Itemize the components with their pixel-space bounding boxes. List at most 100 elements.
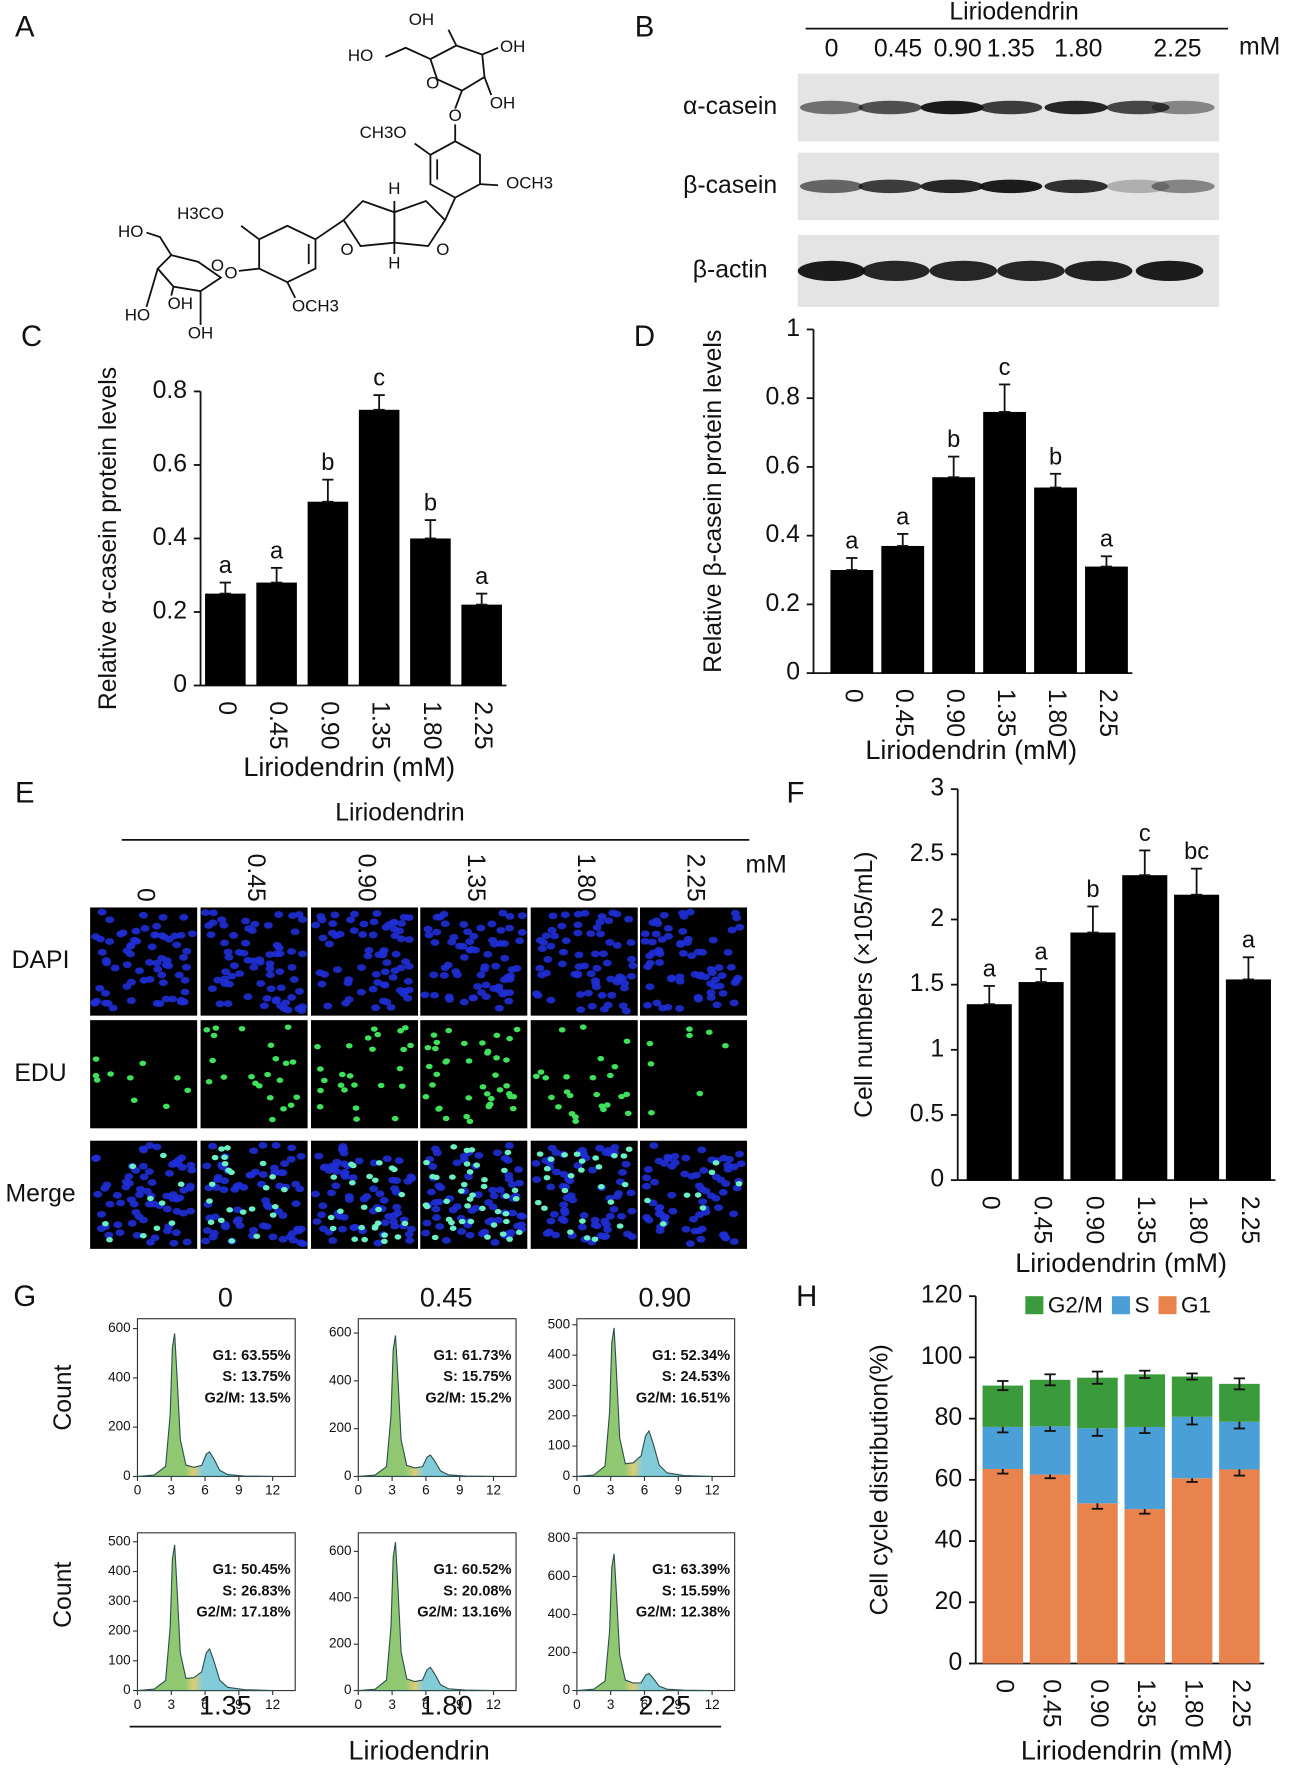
nucleus [297, 916, 307, 923]
nucleus [147, 1179, 157, 1186]
nucleus [717, 972, 727, 980]
nucleus [176, 998, 186, 1006]
nucleus [213, 976, 223, 984]
legend-swatch [1111, 1296, 1130, 1315]
edu-nucleus [364, 1035, 372, 1041]
nucleus [537, 945, 547, 952]
bar [1122, 875, 1168, 1181]
phase-annotation: G2/M: 12.38% [636, 1605, 730, 1621]
nucleus [382, 959, 392, 967]
edu-nucleus [686, 1032, 693, 1039]
edu-nucleus [228, 1238, 236, 1244]
edu-nucleus [329, 1225, 337, 1232]
edu-nucleus [221, 1154, 229, 1160]
bond [240, 225, 260, 241]
nucleus [168, 995, 178, 1003]
edu-nucleus [431, 1234, 439, 1241]
nucleus [586, 970, 596, 978]
histogram-area [358, 1335, 494, 1478]
edu-nucleus [547, 1156, 555, 1162]
edu-nucleus [572, 1114, 579, 1120]
nucleus [202, 1227, 212, 1234]
nucleus [101, 989, 111, 997]
nucleus [405, 1236, 415, 1244]
nucleus [655, 1203, 665, 1211]
nucleus [139, 1173, 149, 1181]
edu-nucleus [269, 1174, 276, 1180]
x-axis-label: Liriodendrin (mM) [1015, 1248, 1227, 1278]
nucleus [599, 950, 609, 958]
nucleus [171, 1229, 181, 1237]
x-tick-label: 2.25 [1236, 1196, 1263, 1244]
nucleus [390, 1222, 400, 1230]
nucleus [604, 917, 614, 925]
edu-nucleus [184, 1087, 192, 1094]
nucleus [177, 1154, 187, 1162]
nucleus [640, 938, 650, 945]
nucleus [681, 1154, 691, 1162]
nucleus [289, 976, 299, 983]
nucleus [395, 986, 405, 994]
panel-label: A [15, 10, 35, 43]
nucleus [208, 919, 218, 927]
atom-label: H [388, 179, 400, 198]
edu-nucleus [139, 1233, 147, 1239]
edu-nucleus [391, 1115, 399, 1122]
edu-nucleus [611, 1063, 619, 1070]
nucleus [224, 953, 234, 961]
edu-nucleus [336, 1208, 344, 1214]
nucleus [621, 1160, 631, 1168]
bond [170, 286, 175, 296]
y-axis-label: Cell numbers (×105/mL) [851, 851, 878, 1117]
nucleus [445, 996, 455, 1003]
bar-segment [1219, 1469, 1260, 1664]
atom-label: OH [188, 323, 213, 342]
y-tick-label: 600 [329, 1325, 352, 1340]
y-tick-label: 600 [108, 1320, 131, 1335]
blot-band [1044, 179, 1108, 194]
edu-nucleus [374, 1220, 382, 1226]
nucleus [430, 1145, 440, 1153]
legend-label: G1 [1181, 1292, 1211, 1317]
edu-nucleus [126, 1075, 134, 1081]
blot-row-label: β-casein [683, 172, 777, 199]
atom-label: CH3O [360, 123, 407, 142]
y-axis-label: Cell cycle distribution(%) [867, 1344, 894, 1615]
edu-nucleus [381, 1232, 388, 1238]
nucleus [263, 922, 273, 929]
edu-nucleus [375, 1206, 382, 1213]
micrograph [530, 1020, 638, 1129]
nucleus [586, 930, 596, 938]
edu-nucleus [597, 1183, 605, 1190]
edu-nucleus [221, 1161, 229, 1167]
nucleus [330, 911, 340, 919]
nucleus [698, 948, 708, 956]
nucleus [404, 914, 414, 921]
nucleus [390, 1185, 400, 1193]
edu-nucleus [448, 1219, 455, 1226]
edu-nucleus [618, 1093, 625, 1100]
nucleus [685, 1240, 695, 1247]
lane-label: 2.25 [1153, 36, 1201, 63]
edu-nucleus [696, 1090, 704, 1097]
phase-annotation: G1: 52.34% [652, 1348, 730, 1364]
lane-label: 0.90 [353, 854, 380, 902]
nucleus [406, 1225, 416, 1233]
edu-nucleus [401, 1220, 409, 1227]
nucleus [603, 1147, 613, 1154]
nucleus [729, 1238, 739, 1245]
nucleus [339, 1145, 349, 1153]
nucleus [543, 956, 553, 963]
nucleus [164, 935, 174, 943]
edu-nucleus [607, 1199, 615, 1205]
nucleus [627, 1207, 637, 1215]
nucleus [235, 970, 245, 977]
edu-nucleus [252, 1080, 259, 1086]
edu-nucleus [271, 1203, 279, 1210]
edu-nucleus [207, 1219, 215, 1225]
nucleus [219, 1177, 229, 1185]
edu-nucleus [337, 1082, 345, 1088]
x-tick-label: 0.45 [890, 689, 917, 737]
nucleus [232, 1218, 242, 1226]
edu-nucleus [579, 1218, 586, 1224]
